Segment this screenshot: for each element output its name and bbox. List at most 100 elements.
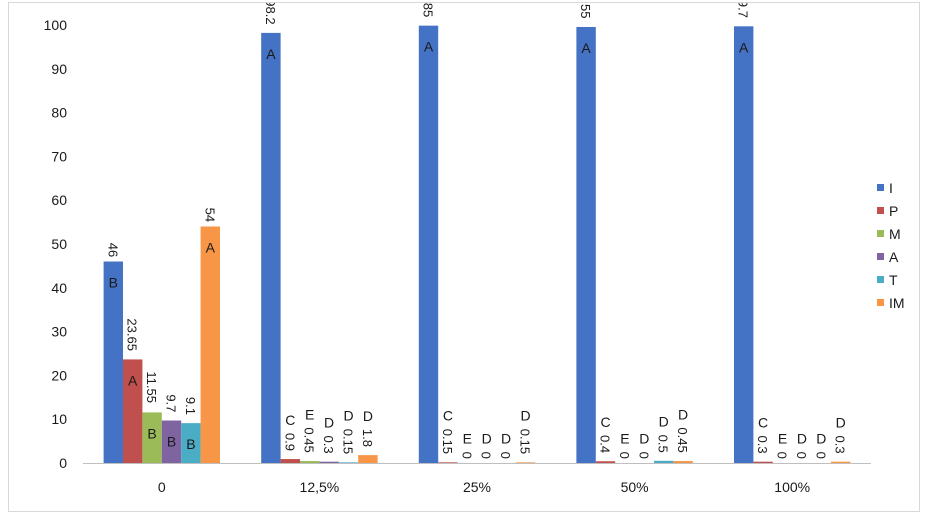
legend-swatch [877,230,884,237]
data-labels: 46 23.65 11.55 9.7 9.1 54 98.2 0.9 0.45 0.3 0.15 1.… [105,0,848,459]
bar-p [438,462,458,463]
significance-letter: D [520,408,530,424]
legend-swatch [877,276,884,283]
y-tick-label: 60 [51,192,67,208]
bar-im [200,226,220,463]
significance-letter: B [186,436,195,452]
significance-letter: D [324,414,334,430]
bar-m [300,461,320,463]
y-axis: 0 10 20 30 40 50 60 70 80 90 100 [44,17,68,471]
x-axis: 0 12,5% 25% 50% 100% [83,463,871,495]
bar-im [831,461,851,463]
data-label: 98.2 [263,3,278,25]
data-label: 0.5 [656,435,671,453]
y-tick-label: 90 [51,61,67,77]
legend-swatch [877,184,884,191]
legend-label: T [889,272,898,288]
data-label: 0 [775,452,790,459]
bar-p [753,461,773,463]
significance-letter: D [816,431,826,447]
y-tick-label: 50 [51,236,67,252]
data-label: 0 [479,452,494,459]
significance-letter: D [797,431,807,447]
data-label: 0.15 [341,429,356,454]
significance-letter: B [109,275,118,291]
bar-t [181,423,201,463]
significance-letter: D [501,431,511,447]
legend-swatch [877,253,884,260]
data-label: 0 [794,452,809,459]
x-tick-label: 12,5% [300,479,340,495]
y-tick-label: 100 [44,17,68,33]
bar-p [595,461,616,463]
legend-label: I [889,180,893,196]
data-label: 99.7 [736,3,751,18]
data-label: 0 [498,452,513,459]
data-label: 0.45 [302,427,317,452]
data-label: 23.65 [125,318,140,351]
bar-im [515,462,536,463]
x-tick-label: 0 [158,479,166,495]
bar-chart: 0 10 20 30 40 50 60 70 80 90 100 46 23.65 11.55 9.7 9.… [44,0,905,495]
bar-a [319,461,339,463]
bar-im [358,455,378,463]
y-tick-label: 80 [51,105,67,121]
data-label: 0.3 [321,435,336,453]
data-label: 0.9 [282,433,297,451]
x-tick-label: 50% [621,479,649,495]
legend-label: M [889,226,901,242]
significance-letter: C [285,412,295,428]
data-label: 99.55 [578,3,593,19]
legend-label: IM [889,295,905,311]
legend-swatch [877,207,884,214]
data-label: 9.1 [183,397,198,415]
data-label: 0 [459,452,474,459]
y-tick-label: 70 [51,148,67,164]
significance-letter: E [305,406,314,422]
significance-letter: C [600,414,610,430]
data-label: 0.45 [675,427,690,452]
significance-letter: D [639,431,649,447]
data-label: 0.3 [833,435,848,453]
y-tick-label: 20 [51,367,67,383]
significance-letter: A [266,46,276,62]
legend-swatch [877,299,884,306]
y-tick-label: 30 [51,324,67,340]
data-label: 11.55 [144,371,159,403]
significance-letter: B [147,425,156,441]
significance-letter: E [463,431,472,447]
legend-label: P [889,203,898,219]
significance-letter: C [758,414,768,430]
bar-i [261,32,281,463]
data-label: 0.15 [518,429,533,454]
significance-letter: A [128,372,138,388]
data-label: 0 [636,452,651,459]
significance-letter: E [778,431,787,447]
significance-letter: A [206,239,216,255]
data-label: 46 [105,243,120,257]
x-tick-label: 100% [774,479,810,495]
y-tick-label: 10 [51,411,67,427]
significance-letter: D [836,414,846,430]
significance-letter: B [167,434,176,450]
significance-letter: A [739,39,749,55]
data-label: 9.7 [164,394,179,412]
legend-label: A [889,249,899,265]
data-label: 0 [813,452,828,459]
data-label: 0 [617,452,632,459]
data-label: 0.15 [440,429,455,454]
significance-letter: D [659,414,669,430]
significance-letter: D [482,431,492,447]
data-label: 1.8 [360,429,375,447]
chart-frame: 0 10 20 30 40 50 60 70 80 90 100 46 23.65 11.55 9.7 9.… [8,0,920,512]
bars [103,25,851,464]
bar-m [142,412,162,463]
data-label: 54 [202,208,217,222]
significance-letter: E [620,431,629,447]
bar-i [103,261,123,463]
significance-letter: D [343,408,353,424]
bar-i [576,26,596,463]
significance-letter: A [424,39,434,55]
